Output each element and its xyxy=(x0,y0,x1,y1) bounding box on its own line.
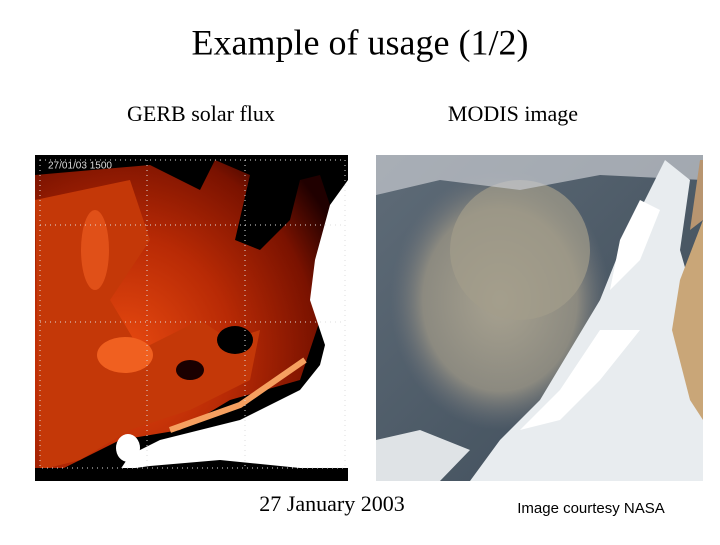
timestamp: 27/01/03 1500 xyxy=(48,161,112,172)
modis-image xyxy=(376,155,703,481)
panel-label: GERB solar flux xyxy=(127,101,275,126)
gerb-image: 27/01/03 1500 xyxy=(35,155,348,481)
panel-label: MODIS image xyxy=(448,101,578,126)
panel-caption: 27 January 2003 xyxy=(259,491,404,516)
slide-title: Example of usage (1/2) xyxy=(192,22,529,62)
panel-caption: Image courtesy NASA xyxy=(517,500,665,517)
